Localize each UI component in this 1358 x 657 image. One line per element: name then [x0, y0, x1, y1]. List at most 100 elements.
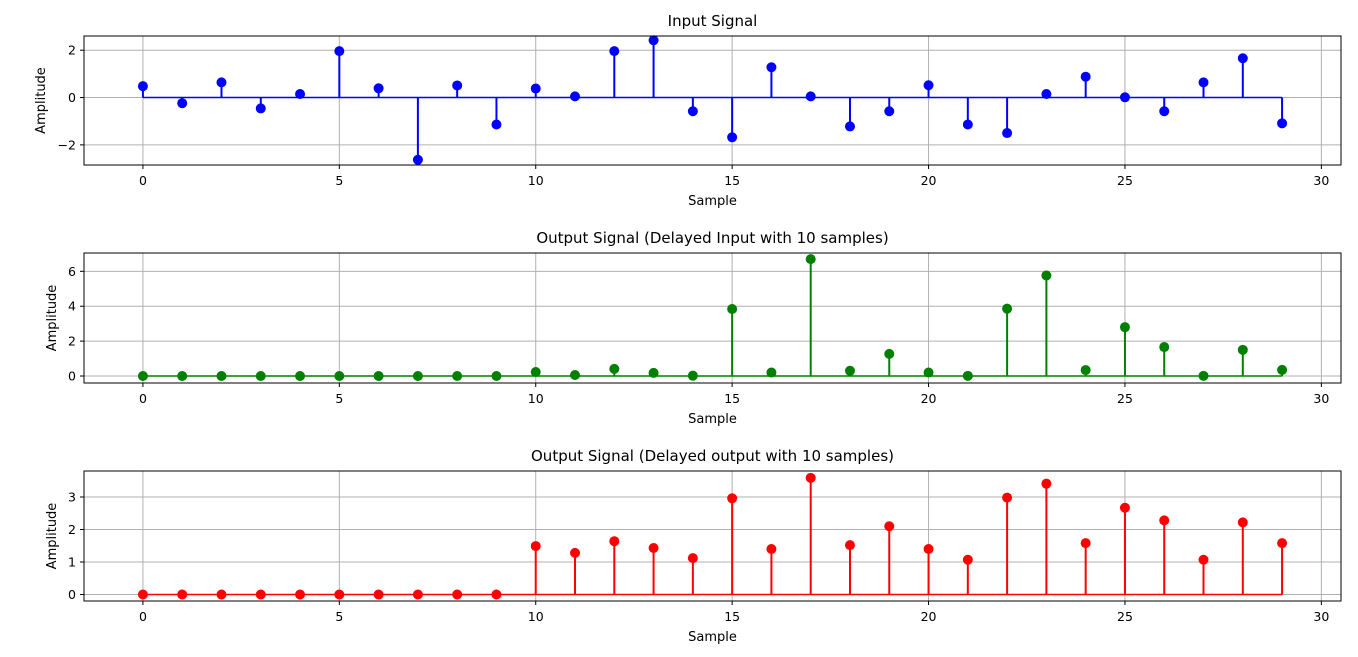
axes-frame	[83, 35, 1342, 166]
y-axis-label: Amplitude	[45, 285, 60, 352]
stem-marker	[1002, 492, 1013, 503]
axes-frame	[83, 470, 1342, 602]
stem-marker	[805, 91, 816, 102]
stem-marker	[295, 371, 306, 382]
x-tick-label: 0	[139, 391, 147, 406]
stem-marker	[452, 371, 463, 382]
stem-marker	[570, 547, 581, 558]
stem-marker	[1237, 517, 1248, 528]
stem-marker	[727, 493, 738, 504]
y-tick-label: 0	[68, 587, 76, 602]
stem-marker	[1119, 502, 1130, 513]
stem-marker	[1159, 515, 1170, 526]
stem-marker	[137, 589, 148, 600]
stem-marker	[884, 106, 895, 117]
y-tick-label: 2	[68, 43, 76, 58]
subplot-title: Input Signal	[668, 12, 758, 30]
stem-marker	[609, 46, 620, 57]
stem-marker	[177, 589, 188, 600]
stem-marker	[648, 543, 659, 554]
x-axis-label: Sample	[688, 412, 737, 427]
stem-marker	[844, 121, 855, 132]
stem-marker	[216, 589, 227, 600]
stem-marker	[177, 371, 188, 382]
x-tick-label: 0	[139, 609, 147, 624]
stem-marker	[295, 88, 306, 99]
stem-marker	[255, 371, 266, 382]
x-tick-label: 30	[1313, 609, 1329, 624]
stem-marker	[884, 348, 895, 359]
x-tick-label: 5	[335, 173, 343, 188]
x-tick-label: 10	[528, 173, 544, 188]
stem-marker	[137, 371, 148, 382]
stem-marker	[1080, 538, 1091, 549]
stem-marker	[530, 541, 541, 552]
stem-marker	[373, 371, 384, 382]
stem-marker	[334, 371, 345, 382]
stem-marker	[844, 540, 855, 551]
stem-marker	[1159, 106, 1170, 117]
stem-marker	[1159, 342, 1170, 353]
stem-marker	[412, 371, 423, 382]
subplot-title: Output Signal (Delayed Input with 10 sam…	[536, 229, 888, 247]
axes-frame	[83, 252, 1342, 384]
stem-marker	[923, 80, 934, 91]
stem-marker	[805, 472, 816, 483]
stem-marker	[412, 154, 423, 165]
stem-marker	[1237, 53, 1248, 64]
stem-marker	[570, 369, 581, 380]
stem-marker	[727, 132, 738, 143]
stem-marker	[491, 119, 502, 130]
stem-marker	[687, 370, 698, 381]
y-axis-label: Amplitude	[45, 503, 60, 570]
x-axis-label: Sample	[688, 630, 737, 645]
y-tick-label: 3	[68, 490, 76, 505]
y-tick-label: 2	[68, 334, 76, 349]
stem-marker	[766, 62, 777, 73]
stem-marker	[1119, 322, 1130, 333]
x-tick-label: 20	[921, 391, 937, 406]
stem-marker	[609, 536, 620, 547]
x-tick-label: 5	[335, 609, 343, 624]
stem-marker	[1198, 370, 1209, 381]
x-tick-label: 10	[528, 391, 544, 406]
stem-marker	[687, 553, 698, 564]
y-tick-label: 0	[68, 90, 76, 105]
stem-marker	[844, 365, 855, 376]
stem-marker	[962, 119, 973, 130]
x-tick-label: 30	[1313, 173, 1329, 188]
stem-marker	[1198, 554, 1209, 565]
y-tick-label: 6	[68, 264, 76, 279]
stem-marker	[334, 46, 345, 57]
subplot-2: 0 5 10 15 20 25 30 0 2 4 6 Output Signal (Delayed I…	[45, 229, 1342, 427]
stem-marker	[530, 367, 541, 378]
y-tick-label: 2	[68, 522, 76, 537]
stem-marker	[648, 367, 659, 378]
stem-marker	[962, 370, 973, 381]
stem-marker	[412, 589, 423, 600]
stem-marker	[923, 367, 934, 378]
stem-marker	[962, 554, 973, 565]
x-tick-label: 15	[724, 609, 740, 624]
stem-marker	[1198, 77, 1209, 88]
stem-marker	[1080, 71, 1091, 82]
stem-marker	[1002, 303, 1013, 314]
stem-marker	[570, 91, 581, 102]
x-tick-label: 30	[1313, 391, 1329, 406]
stem-marker	[1119, 92, 1130, 103]
stem-marker	[1080, 365, 1091, 376]
stem-marker	[137, 81, 148, 92]
x-tick-label: 5	[335, 391, 343, 406]
stem-marker	[884, 521, 895, 532]
stem-marker	[216, 77, 227, 88]
stem-marker	[766, 367, 777, 378]
y-axis-label: Amplitude	[34, 67, 49, 134]
stem-marker	[530, 83, 541, 94]
stem-marker	[1041, 478, 1052, 489]
x-tick-label: 15	[724, 391, 740, 406]
stem-marker	[1041, 88, 1052, 99]
x-tick-label: 20	[921, 173, 937, 188]
stem-marker	[1002, 128, 1013, 139]
stem-marker	[1277, 538, 1288, 549]
